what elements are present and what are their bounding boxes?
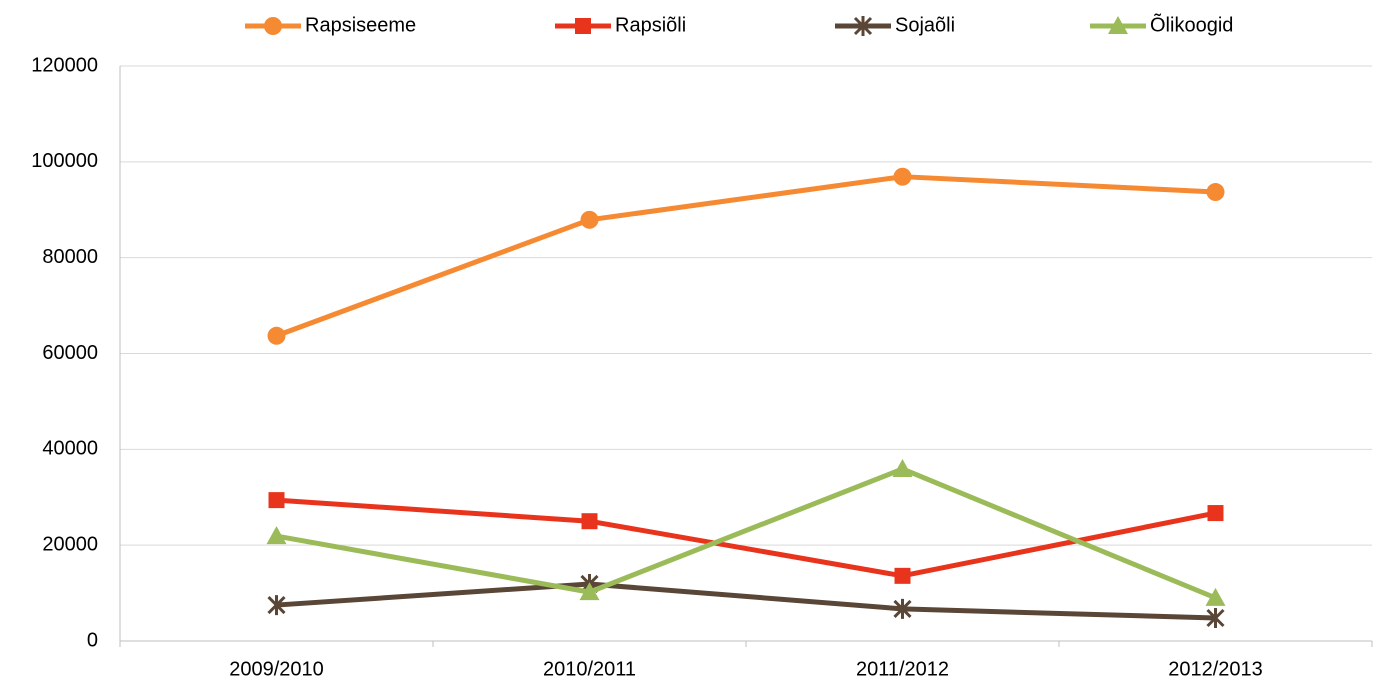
y-tick-label: 60000 xyxy=(42,342,98,364)
legend-label: Rapsiõli xyxy=(615,14,686,36)
marker xyxy=(581,513,598,530)
y-tick-label: 40000 xyxy=(42,438,98,460)
marker xyxy=(1207,505,1224,522)
marker xyxy=(268,492,285,509)
legend-marker xyxy=(1108,16,1128,34)
x-tick-label: 2011/2012 xyxy=(856,658,949,680)
series-line xyxy=(276,466,1217,601)
y-tick-label: 120000 xyxy=(31,54,98,76)
marker xyxy=(1206,183,1225,202)
legend-marker xyxy=(853,16,873,36)
marker xyxy=(266,526,287,545)
y-tick-label: 0 xyxy=(87,629,98,651)
marker xyxy=(1206,608,1225,628)
legend-label: Sojaõli xyxy=(895,14,955,36)
y-tick-label: 100000 xyxy=(31,150,98,172)
y-tick-label: 20000 xyxy=(42,533,98,555)
legend-marker xyxy=(264,17,282,35)
series-line xyxy=(276,581,1216,621)
marker xyxy=(892,458,913,477)
x-tick-label: 2009/2010 xyxy=(229,658,324,680)
legend-marker xyxy=(575,18,591,34)
series-line xyxy=(275,174,1216,339)
marker xyxy=(267,595,286,616)
marker xyxy=(893,598,912,619)
marker xyxy=(1205,587,1226,606)
marker xyxy=(894,567,911,584)
marker xyxy=(580,210,599,229)
legend-label: Õlikoogid xyxy=(1150,12,1233,36)
x-tick-label: 2010/2011 xyxy=(543,658,636,680)
y-tick-label: 80000 xyxy=(42,246,98,268)
series-line xyxy=(276,497,1216,579)
x-tick-label: 2012/2013 xyxy=(1168,658,1263,680)
marker xyxy=(893,167,912,186)
marker xyxy=(267,326,286,345)
legend-label: Rapsiseeme xyxy=(305,14,416,36)
marker xyxy=(579,582,600,601)
